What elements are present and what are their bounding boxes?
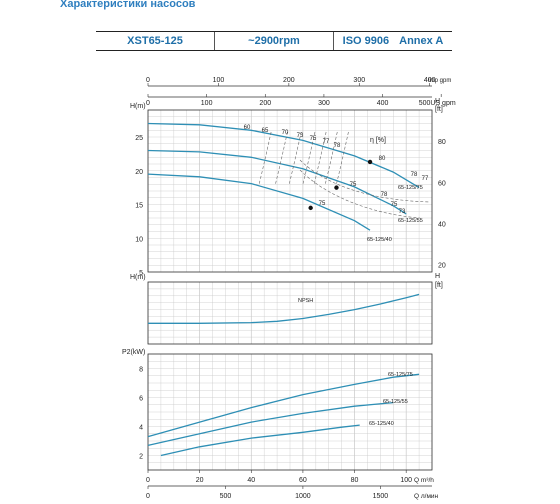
- bep-point: [334, 185, 339, 190]
- efficiency-isoline: [288, 131, 302, 185]
- panel-frame: [147, 281, 433, 345]
- head-tick-label: 20: [135, 169, 143, 176]
- panel-frame: [147, 109, 433, 273]
- q-lmin-tick-label: 1500: [373, 493, 389, 500]
- head-right-tick-label: 20: [438, 263, 446, 270]
- us-gpm-tick-label: 300: [318, 100, 330, 107]
- efficiency-value-label: 75: [310, 136, 317, 142]
- efficiency-isoline: [258, 131, 272, 185]
- q-lmin-tick-label: 1000: [295, 493, 311, 500]
- model-cell: XST65-125: [127, 35, 183, 47]
- power-tick-label: 8: [139, 367, 143, 374]
- efficiency-isoline: [336, 131, 349, 185]
- imp-gpm-tick-label: 300: [353, 77, 365, 84]
- efficiency-value-label: 78: [381, 192, 388, 198]
- head-right-unit: H: [435, 98, 440, 105]
- head-tick-label: 5: [139, 270, 143, 277]
- npsh-right-unit-ft: [ft]: [435, 282, 443, 289]
- page-heading: Характеристики насосов: [60, 0, 196, 10]
- efficiency-isoline: [275, 131, 288, 185]
- head-series-label: 65-125/55: [398, 218, 423, 224]
- us-gpm-tick-label: 0: [146, 100, 150, 107]
- efficiency-value-label: 73: [399, 209, 406, 215]
- head-right-tick-label: 80: [438, 139, 446, 146]
- efficiency-value-label: 75: [391, 202, 398, 208]
- imp-gpm-tick-label: 200: [283, 77, 295, 84]
- head-curve: [147, 122, 420, 189]
- head-curve: [147, 173, 371, 231]
- efficiency-isoline: [324, 131, 338, 185]
- imp-gpm-tick-label: 400: [424, 77, 436, 84]
- power-curve: [147, 401, 394, 447]
- q-lmin-tick-label: 500: [220, 493, 232, 500]
- speed-cell: ~2900rpm: [214, 32, 333, 50]
- q-m3h-tick-label: 60: [299, 477, 307, 484]
- head-right-tick-label: 60: [438, 180, 446, 187]
- grade-label: Annex A: [399, 35, 444, 47]
- efficiency-value-label: 60: [244, 125, 251, 131]
- power-curve: [147, 373, 420, 438]
- efficiency-isoline: [299, 159, 431, 203]
- efficiency-value-label: 80: [379, 156, 386, 162]
- efficiency-isoline: [313, 131, 327, 185]
- efficiency-value-label: 73: [297, 133, 304, 139]
- q-lmin-tick-label: 0: [146, 493, 150, 500]
- head-tick-label: 15: [135, 203, 143, 210]
- efficiency-isoline: [302, 131, 316, 185]
- npsh-axis-title: H(m): [130, 274, 146, 281]
- q-m3h-tick-label: 80: [351, 477, 359, 484]
- q-m3h-unit: Q m³/h: [414, 477, 434, 484]
- head-right-unit-ft: [ft]: [435, 106, 443, 113]
- power-series-label: 65-125/75: [388, 372, 413, 378]
- efficiency-value-label: 75: [350, 182, 357, 188]
- bep-point: [308, 205, 313, 211]
- bep-point: [367, 159, 373, 165]
- q-m3h-tick-label: 100: [400, 477, 412, 484]
- npsh-curve: [148, 293, 420, 324]
- head-series-label: 65-125/75: [398, 185, 423, 191]
- power-tick-label: 6: [139, 396, 143, 403]
- spec-table: XST65-125 ~2900rpm ISO 9906 Annex A: [96, 31, 452, 51]
- panel-frame: [147, 353, 433, 471]
- npsh-series-label: NPSH: [298, 298, 313, 304]
- efficiency-label: η [%]: [370, 137, 386, 144]
- us-gpm-tick-label: 200: [259, 100, 271, 107]
- efficiency-value-label: 65: [262, 128, 269, 134]
- standard-cell: ISO 9906 Annex A: [333, 32, 452, 50]
- head-tick-label: 25: [135, 135, 143, 142]
- head-tick-label: 10: [135, 236, 143, 243]
- efficiency-value-label: 77: [323, 139, 330, 145]
- head-axis-title: H(m): [130, 103, 146, 110]
- npsh-right-unit: H: [435, 273, 440, 280]
- imp-gpm-tick-label: 0: [146, 77, 150, 84]
- imp-gpm-tick-label: 100: [213, 77, 225, 84]
- imp-gpm-unit: Imp gpm: [428, 78, 451, 84]
- power-tick-label: 2: [139, 454, 143, 461]
- power-axis-title: P2(kW): [122, 349, 145, 356]
- head-series-label: 65-125/40: [367, 237, 392, 243]
- efficiency-value-label: 75: [319, 201, 326, 207]
- power-series-label: 65-125/40: [369, 421, 394, 427]
- efficiency-isoline: [299, 169, 421, 219]
- q-m3h-tick-label: 0: [146, 477, 150, 484]
- q-m3h-tick-label: 40: [247, 477, 255, 484]
- q-m3h-tick-label: 20: [196, 477, 204, 484]
- power-curve: [160, 424, 360, 457]
- us-gpm-tick-label: 400: [377, 100, 389, 107]
- efficiency-value-label: 77: [422, 176, 429, 182]
- q-lmin-unit: Q л/мин: [414, 493, 439, 500]
- head-right-tick-label: 40: [438, 221, 446, 228]
- standard-label: ISO 9906: [342, 35, 390, 47]
- power-tick-label: 4: [139, 425, 143, 432]
- efficiency-value-label: 78: [334, 143, 341, 149]
- power-series-label: 65-125/55: [383, 399, 408, 405]
- head-curve: [147, 149, 407, 215]
- efficiency-value-label: 78: [411, 172, 418, 178]
- efficiency-value-label: 70: [282, 130, 289, 136]
- us-gpm-unit: 500US gpm: [419, 100, 456, 107]
- us-gpm-tick-label: 100: [201, 100, 213, 107]
